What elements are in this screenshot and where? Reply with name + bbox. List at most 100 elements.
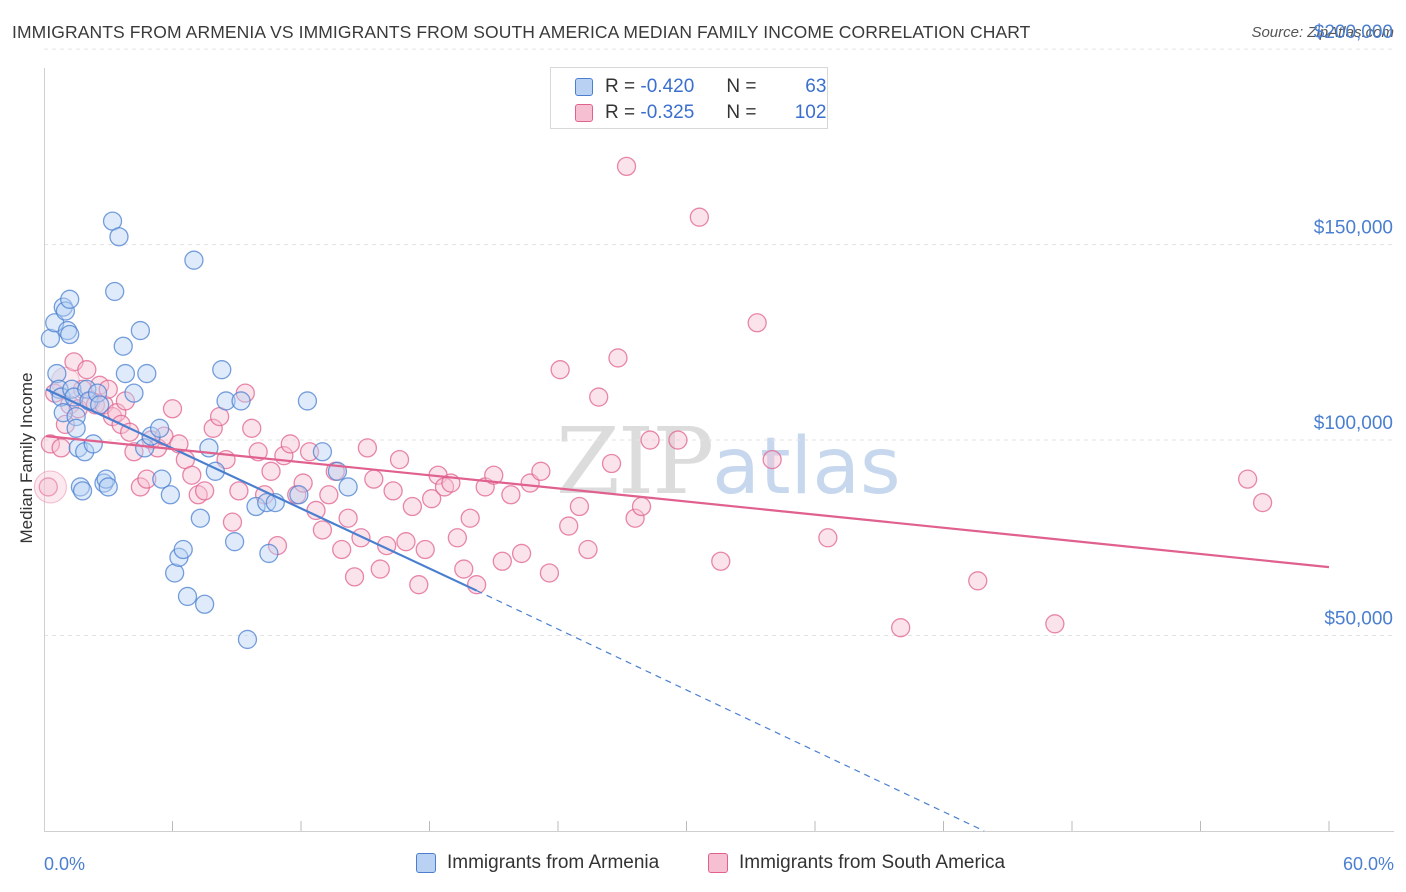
data-point-cluster: [33, 470, 67, 504]
data-point: [409, 575, 429, 595]
legend-item-armenia[interactable]: Immigrants from Armenia: [416, 852, 659, 874]
data-point: [149, 418, 170, 438]
data-point: [370, 559, 390, 579]
data-point: [152, 469, 172, 489]
data-point: [891, 618, 911, 638]
data-point: [130, 477, 151, 497]
data-point: [55, 414, 76, 435]
y-tick-label: $200,000: [1314, 22, 1393, 43]
data-point: [216, 391, 236, 411]
data-point: [55, 301, 76, 321]
data-point: [105, 281, 125, 302]
legend-n-label: N =: [726, 102, 757, 123]
legend-r-value: -0.325: [640, 102, 695, 123]
data-point: [60, 324, 80, 345]
legend-swatch-south-america: [708, 853, 728, 873]
data-point: [415, 539, 435, 560]
data-point: [115, 363, 136, 384]
data-point: [229, 481, 249, 501]
legend-r-value: -0.420: [640, 76, 695, 97]
legend-label-armenia: Immigrants from Armenia: [447, 852, 660, 873]
data-point: [306, 500, 326, 521]
data-point: [689, 207, 709, 227]
data-point: [212, 360, 232, 380]
data-point: [47, 363, 67, 384]
data-point: [173, 539, 193, 560]
legend-row-armenia: R = -0.420 N = 63: [575, 75, 826, 99]
data-point: [242, 418, 262, 438]
data-point: [550, 360, 570, 380]
legend-row-south-america: R = -0.325 N = 102: [575, 101, 826, 125]
data-point: [511, 543, 532, 564]
data-point: [338, 477, 358, 497]
data-point: [40, 434, 61, 454]
data-point: [357, 438, 378, 458]
data-point: [640, 430, 660, 450]
series-legend: Immigrants from Armenia Immigrants from …: [0, 852, 1406, 878]
correlation-legend: R = -0.420 N = 63 R = -0.325 N = 102: [550, 67, 828, 129]
data-point: [259, 543, 279, 564]
series-armenia-points: [40, 211, 358, 650]
data-point: [968, 571, 988, 591]
data-point: [402, 496, 423, 517]
y-tick-label: $50,000: [1324, 609, 1393, 630]
trend-line-armenia: [45, 388, 478, 592]
data-point: [224, 532, 245, 552]
data-point: [98, 379, 118, 399]
legend-swatch-south-america: [575, 104, 593, 122]
data-point: [668, 430, 688, 450]
data-point: [237, 629, 258, 650]
data-point: [539, 563, 560, 583]
data-point: [351, 528, 371, 548]
data-point: [389, 449, 410, 470]
data-point: [130, 320, 151, 341]
data-point: [72, 481, 93, 501]
data-point: [231, 391, 251, 411]
data-point: [396, 532, 416, 552]
data-point: [77, 379, 97, 399]
data-point: [194, 481, 215, 501]
grid-lines: [44, 48, 1394, 637]
data-point: [625, 508, 645, 528]
trend-lines: [45, 388, 1330, 832]
data-point: [137, 363, 157, 384]
data-point: [616, 156, 637, 177]
legend-n-value: 102: [794, 102, 827, 123]
legend-label-south-america: Immigrants from South America: [739, 852, 1006, 873]
x-tick-label-min: 0.0%: [44, 854, 85, 874]
data-point: [460, 508, 480, 528]
data-point: [531, 461, 551, 481]
data-point: [62, 379, 82, 399]
data-point: [332, 539, 352, 560]
data-point: [1237, 469, 1258, 489]
data-point: [492, 551, 512, 571]
data-point: [246, 496, 266, 517]
chart-title: IMMIGRANTS FROM ARMENIA VS IMMIGRANTS FR…: [12, 22, 1031, 42]
data-point: [447, 528, 467, 548]
data-point: [1045, 614, 1065, 634]
trend-line-south-america: [46, 435, 1330, 569]
x-ticks: [172, 821, 1330, 831]
data-point: [484, 465, 504, 485]
y-tick-label: $100,000: [1314, 413, 1393, 434]
data-point: [312, 520, 333, 540]
data-point: [578, 539, 598, 560]
data-point: [711, 551, 731, 571]
data-point: [40, 328, 61, 349]
data-point: [66, 418, 86, 438]
data-point: [818, 528, 838, 548]
legend-n-label: N =: [726, 76, 757, 97]
data-point: [38, 477, 58, 497]
legend-swatch-armenia: [575, 78, 593, 96]
legend-r-label: R =: [605, 102, 636, 123]
data-point: [261, 461, 281, 481]
legend-swatch-armenia: [416, 853, 436, 873]
y-tick-labels: $50,000 $100,000 $150,000 $200,000: [1314, 22, 1393, 629]
data-point: [344, 567, 365, 587]
trend-line-armenia-extension: [476, 590, 985, 832]
data-point: [454, 559, 474, 579]
data-point: [60, 289, 80, 309]
chart-source: Source: ZipAtlas.com: [1251, 24, 1394, 41]
legend-item-south-america[interactable]: Immigrants from South America: [708, 852, 1005, 874]
data-point: [96, 469, 116, 489]
